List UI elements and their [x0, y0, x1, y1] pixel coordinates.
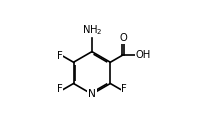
Text: O: O	[119, 33, 127, 43]
Text: N: N	[88, 89, 96, 99]
Text: F: F	[57, 51, 63, 61]
Text: OH: OH	[135, 50, 151, 60]
Text: F: F	[121, 84, 127, 94]
Text: F: F	[57, 84, 63, 94]
Text: NH$_2$: NH$_2$	[82, 23, 102, 37]
